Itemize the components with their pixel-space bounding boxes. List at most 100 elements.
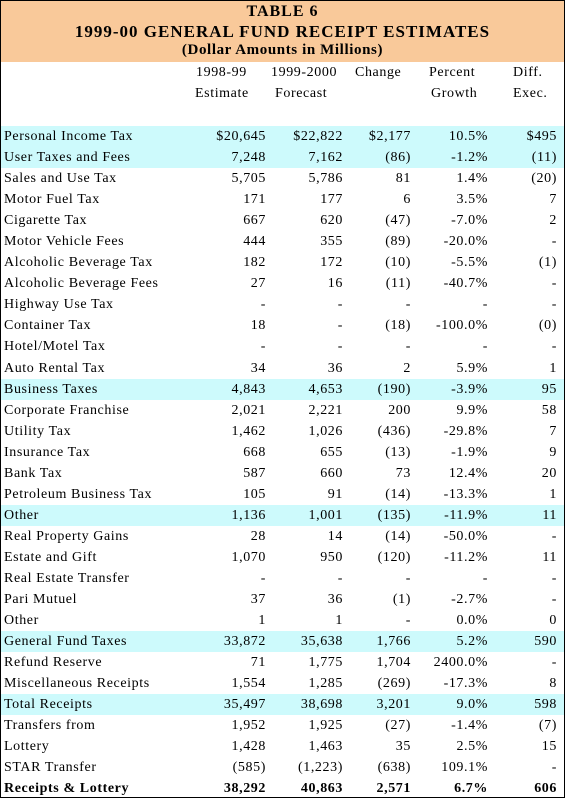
row-label: Business Taxes xyxy=(4,381,98,397)
value-percent-growth: 1.4% xyxy=(456,171,488,187)
value-diff-exec: 11 xyxy=(542,549,557,565)
value-change: (269) xyxy=(377,676,411,692)
value-percent-growth: 5.9% xyxy=(456,360,488,376)
table-body: Personal Income Tax $20,645 $22,822 $2,177 1… xyxy=(1,126,564,800)
table-row: User Taxes and Fees 7,248 7,162 (86) -1.2% (1… xyxy=(1,147,564,169)
table-row: Real Estate Transfer - - - - - xyxy=(1,568,564,589)
row-label: Sales and Use Tax xyxy=(4,171,117,187)
value-change: (14) xyxy=(385,528,411,544)
value-1999-2000: 1,463 xyxy=(308,739,343,755)
value-change: (18) xyxy=(385,318,411,334)
row-label: Estate and Gift xyxy=(4,549,97,565)
value-1999-2000: - xyxy=(337,318,343,334)
row-label: User Taxes and Fees xyxy=(4,150,131,166)
value-1999-2000: 172 xyxy=(320,255,343,271)
value-percent-growth: -13.3% xyxy=(443,486,488,502)
table-title: 1999-00 GENERAL FUND RECEIPT ESTIMATES xyxy=(74,22,491,41)
value-1998-99: 668 xyxy=(243,444,266,460)
value-1998-99: 171 xyxy=(243,192,266,208)
table-row: Insurance Tax 668 655 (13) -1.9% 9 xyxy=(1,442,564,463)
value-change: (135) xyxy=(377,507,411,523)
value-change: (436) xyxy=(377,423,411,439)
value-1998-99: 1,070 xyxy=(231,549,266,565)
table-row: Refund Reserve 71 1,775 1,704 2400.0% - xyxy=(1,652,564,673)
value-change: - xyxy=(405,339,411,355)
value-diff-exec: - xyxy=(551,655,557,671)
value-change: 2 xyxy=(403,360,411,376)
value-diff-exec: (1) xyxy=(538,255,557,271)
row-label: Auto Rental Tax xyxy=(4,360,106,376)
value-change: 2,571 xyxy=(376,781,411,797)
table-row: STAR Transfer (585) (1,223) (638) 109.1% - xyxy=(1,757,564,778)
table-row: Alcoholic Beverage Tax 182 172 (10) -5.5% (1) xyxy=(1,252,564,273)
value-1998-99: 34 xyxy=(250,360,266,376)
value-1999-2000: (1,223) xyxy=(297,760,343,776)
value-1998-99: 2,021 xyxy=(231,402,266,418)
value-1999-2000: 1 xyxy=(335,613,343,629)
value-change: 1,704 xyxy=(376,655,411,671)
value-change: (10) xyxy=(385,255,411,271)
value-1999-2000: 40,863 xyxy=(300,781,343,797)
value-diff-exec: 0 xyxy=(549,613,557,629)
value-diff-exec: - xyxy=(551,528,557,544)
row-label: Other xyxy=(4,507,39,523)
value-1998-99: - xyxy=(260,339,266,355)
value-percent-growth: 2400.0% xyxy=(433,655,488,671)
table-number: TABLE 6 xyxy=(246,3,319,20)
value-1999-2000: 36 xyxy=(327,360,343,376)
value-1999-2000: 1,925 xyxy=(308,718,343,734)
value-1998-99: 71 xyxy=(250,655,266,671)
value-diff-exec: - xyxy=(551,297,557,313)
value-1999-2000: - xyxy=(337,570,343,586)
row-label: Real Estate Transfer xyxy=(4,570,130,586)
row-label: Petroleum Business Tax xyxy=(4,486,153,502)
value-1998-99: 1,428 xyxy=(231,739,266,755)
value-change: - xyxy=(405,570,411,586)
value-1998-99: 1,554 xyxy=(231,676,266,692)
value-diff-exec: (0) xyxy=(538,318,557,334)
table-row: Other 1 1 - 0.0% 0 xyxy=(1,610,564,631)
value-percent-growth: -1.2% xyxy=(451,150,488,166)
table-row: General Fund Taxes 33,872 35,638 1,766 5.2% 5… xyxy=(1,631,564,653)
value-percent-growth: 12.4% xyxy=(448,465,488,481)
col1-header-line2: Estimate xyxy=(195,86,249,101)
value-1999-2000: 1,001 xyxy=(308,507,343,523)
row-label: Corporate Franchise xyxy=(4,402,130,418)
table-row: Auto Rental Tax 34 36 2 5.9% 1 xyxy=(1,358,564,379)
value-1999-2000: 16 xyxy=(327,276,343,292)
value-diff-exec: (20) xyxy=(531,171,557,187)
table-row: Hotel/Motel Tax - - - - - xyxy=(1,336,564,357)
value-diff-exec: 8 xyxy=(549,676,557,692)
value-1999-2000: 5,786 xyxy=(308,171,343,187)
value-diff-exec: 598 xyxy=(534,697,557,713)
table-row: Other 1,136 1,001 (135) -11.9% 11 xyxy=(1,504,564,526)
row-label: STAR Transfer xyxy=(4,760,97,776)
row-label: Alcoholic Beverage Fees xyxy=(4,276,159,292)
table-row: Transfers from 1,952 1,925 (27) -1.4% (7) xyxy=(1,715,564,736)
table-row: Lottery 1,428 1,463 35 2.5% 15 xyxy=(1,736,564,757)
table-subtitle: (Dollar Amounts in Millions) xyxy=(181,42,384,58)
table-row: Personal Income Tax $20,645 $22,822 $2,177 1… xyxy=(1,126,564,148)
value-diff-exec: 95 xyxy=(541,381,557,397)
value-change: (27) xyxy=(385,718,411,734)
value-change: 35 xyxy=(395,739,411,755)
value-change: $2,177 xyxy=(368,129,411,144)
value-change: (638) xyxy=(377,760,411,776)
value-change: (14) xyxy=(385,486,411,502)
row-label: Lottery xyxy=(4,739,50,755)
table-row: Highway Use Tax - - - - - xyxy=(1,294,564,315)
value-change: - xyxy=(405,297,411,313)
value-1998-99: 1,136 xyxy=(231,507,266,523)
value-percent-growth: 9.9% xyxy=(456,402,488,418)
row-label: Highway Use Tax xyxy=(4,297,114,313)
row-label: General Fund Taxes xyxy=(4,634,128,650)
value-1999-2000: 660 xyxy=(320,465,343,481)
row-label: Personal Income Tax xyxy=(4,129,134,144)
value-1999-2000: 35,638 xyxy=(300,634,343,650)
value-percent-growth: -100.0% xyxy=(435,318,488,334)
col2-header-line2: Forecast xyxy=(275,86,328,101)
col3-header-line1: Change xyxy=(355,65,402,80)
value-1998-99: 5,705 xyxy=(231,171,266,187)
value-diff-exec: (7) xyxy=(538,718,557,734)
value-diff-exec: 58 xyxy=(541,402,557,418)
